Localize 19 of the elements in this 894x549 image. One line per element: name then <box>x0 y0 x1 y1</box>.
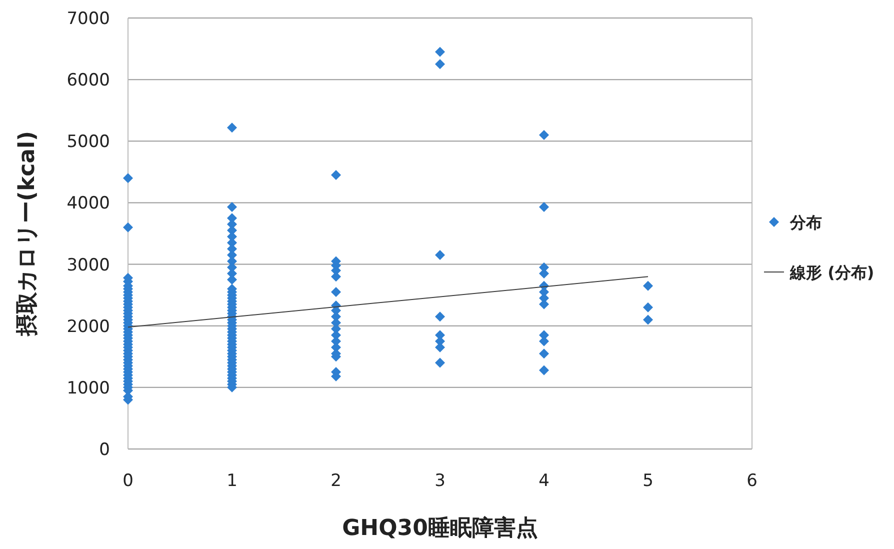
legend-label: 線形 (分布) <box>789 263 874 282</box>
legend-label: 分布 <box>789 213 822 232</box>
y-tick-label: 1000 <box>66 378 110 398</box>
y-tick-label: 7000 <box>66 9 110 29</box>
x-tick-label: 4 <box>538 471 550 491</box>
y-tick-label: 4000 <box>66 194 110 214</box>
y-tick-label: 2000 <box>66 316 110 337</box>
x-tick-label: 0 <box>122 471 134 491</box>
x-tick-label: 5 <box>642 471 654 491</box>
y-tick-label: 0 <box>99 440 110 460</box>
y-axis-title: 摂取カロリー(kcal) <box>15 130 40 338</box>
x-tick-label: 2 <box>330 471 342 491</box>
x-tick-label: 3 <box>434 471 446 491</box>
x-tick-label: 6 <box>746 471 758 491</box>
y-tick-label: 5000 <box>66 132 110 152</box>
y-tick-label: 3000 <box>66 255 110 276</box>
x-axis-title: GHQ30睡眠障害点 <box>342 515 538 541</box>
x-tick-label: 1 <box>226 471 238 491</box>
y-tick-label: 6000 <box>66 70 110 91</box>
